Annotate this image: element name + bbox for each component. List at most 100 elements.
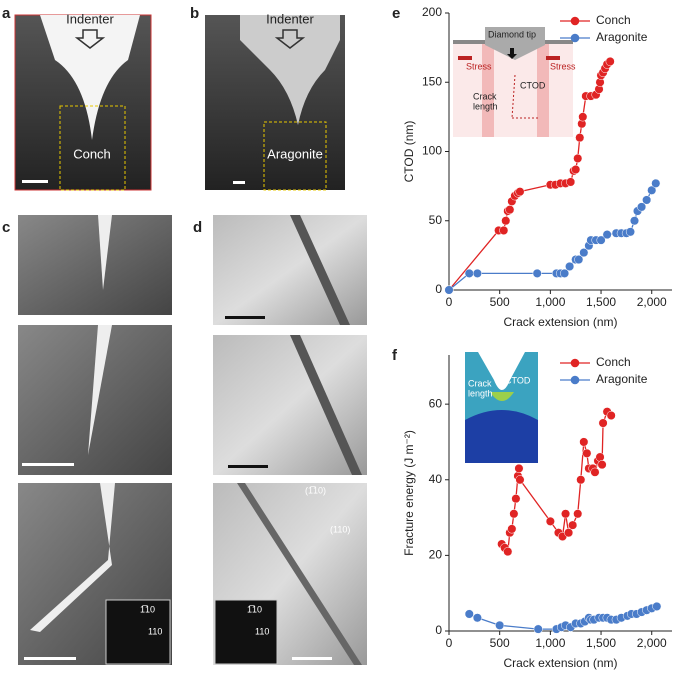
legend-marker: [570, 358, 580, 368]
image-label: Indenter: [66, 11, 114, 26]
scale-bar: [292, 657, 332, 660]
data-point: [507, 524, 517, 534]
data-point: [472, 613, 482, 623]
data-point: [598, 418, 608, 428]
micrograph: [213, 215, 367, 325]
panel-letter: e: [392, 5, 400, 22]
legend-marker: [570, 33, 580, 43]
diffraction-label: 110: [255, 626, 269, 636]
arrow-icon: [274, 29, 306, 49]
panel-b: b Indenter Aragonite: [190, 5, 345, 191]
data-point: [647, 185, 657, 195]
crack: [98, 215, 112, 290]
inset-beam: [537, 44, 549, 137]
data-point: [605, 56, 615, 67]
data-point: [499, 225, 509, 235]
arrow-icon: [507, 48, 517, 59]
x-tick-label: 0: [446, 295, 453, 309]
crack: [290, 335, 362, 475]
micrograph: [18, 215, 172, 315]
data-point: [532, 268, 542, 278]
arrow-icon: [74, 29, 106, 49]
inset-label: Diamond tip: [488, 29, 536, 39]
inset-label: CTOD: [520, 80, 546, 90]
fem-notch: [478, 352, 525, 390]
x-axis-title: Crack extension (nm): [503, 656, 617, 670]
roi-box: [263, 121, 327, 191]
y-tick-label: 0: [435, 282, 442, 296]
crack: [237, 483, 362, 665]
x-tick-label: 1,500: [586, 636, 616, 650]
y-tick-label: 100: [422, 144, 442, 158]
panel-letter: a: [2, 5, 11, 22]
legend-label: Aragonite: [596, 30, 648, 44]
y-axis-title: CTOD (nm): [402, 121, 416, 183]
data-point: [509, 509, 519, 519]
x-tick-label: 0: [446, 636, 453, 650]
data-point: [575, 133, 585, 143]
data-point: [565, 261, 575, 272]
data-point: [495, 620, 505, 630]
data-point: [566, 177, 576, 187]
inset-label: Crack: [473, 91, 497, 101]
micrograph: [213, 335, 367, 475]
data-point: [578, 112, 588, 122]
legend-label: Conch: [596, 355, 631, 369]
scale-bar: [22, 463, 74, 466]
legend-marker: [570, 16, 580, 26]
data-point: [576, 475, 586, 485]
y-tick-label: 60: [429, 396, 443, 410]
data-point: [505, 205, 515, 215]
inset-label: length: [473, 101, 498, 111]
image-label: Aragonite: [267, 146, 323, 161]
data-point: [472, 268, 482, 278]
data-point: [579, 248, 589, 258]
panel-letter: c: [2, 219, 10, 236]
data-point: [595, 452, 605, 462]
data-point: [642, 195, 652, 205]
data-point: [561, 509, 571, 519]
x-tick-label: 500: [490, 636, 510, 650]
data-point: [597, 460, 607, 470]
data-point: [579, 437, 589, 447]
data-point: [573, 153, 583, 163]
indenter-shape: [40, 15, 140, 140]
data-point: [514, 463, 524, 473]
diffraction-label: 1̅10: [140, 604, 155, 614]
data-point: [625, 227, 635, 237]
data-point: [464, 268, 474, 278]
legend-label: Aragonite: [596, 372, 648, 386]
data-point: [602, 230, 612, 240]
image-label: Indenter: [266, 11, 314, 26]
data-point: [568, 520, 578, 530]
inset-e: [453, 27, 573, 137]
plane-label: (110): [330, 524, 350, 534]
data-point: [545, 516, 555, 526]
diamond-tip: [485, 27, 545, 60]
data-point: [590, 467, 600, 477]
data-point: [582, 448, 592, 458]
data-point: [515, 475, 525, 485]
data-point: [629, 216, 640, 226]
scale-bar: [22, 180, 48, 183]
x-tick-label: 1,000: [535, 295, 565, 309]
x-tick-label: 2,000: [637, 295, 667, 309]
crack: [30, 483, 115, 632]
y-tick-label: 0: [435, 623, 442, 637]
panel-letter: d: [193, 219, 202, 236]
panel-letter: b: [190, 5, 199, 22]
plane-label: (1̅10): [305, 485, 326, 495]
data-point: [596, 235, 606, 245]
data-point: [444, 285, 454, 295]
panel-a: a Indenter Conch: [2, 5, 152, 191]
data-point: [606, 410, 616, 421]
data-point: [501, 216, 511, 226]
data-point: [571, 164, 581, 175]
y-tick-label: 50: [429, 213, 443, 227]
data-point: [651, 178, 661, 188]
inset-label: Stress: [466, 61, 492, 71]
y-tick-label: 150: [422, 74, 442, 88]
inset-label: Crack: [468, 378, 492, 388]
diffraction-inset: [105, 599, 171, 665]
